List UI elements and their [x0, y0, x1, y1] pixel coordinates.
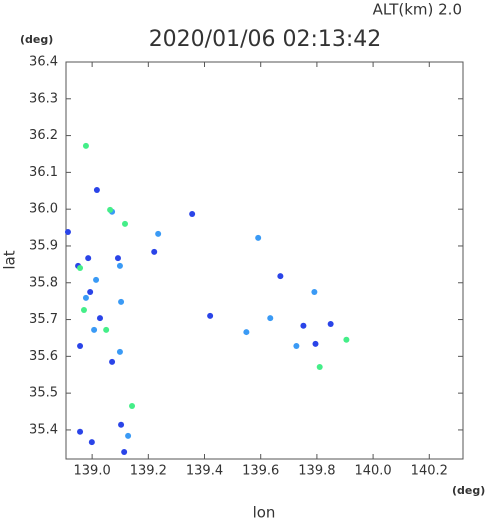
chart-title: 2020/01/06 02:13:42: [149, 27, 382, 52]
y-tick-label: 36.2: [29, 128, 58, 143]
y-tick-label: 35.4: [29, 422, 58, 437]
point: [277, 273, 284, 280]
point: [82, 142, 89, 149]
point: [77, 428, 84, 435]
plot-frame: [65, 61, 464, 460]
point: [88, 439, 95, 446]
x-tick-label: 139.2: [130, 464, 167, 479]
point: [125, 432, 132, 439]
point: [207, 312, 214, 319]
point: [189, 210, 196, 217]
point: [116, 262, 123, 269]
x-tick-label: 139.0: [74, 464, 111, 479]
x-tick-label: 139.6: [242, 464, 279, 479]
y-tick-label: 35.6: [29, 349, 58, 364]
point: [103, 326, 110, 333]
y-tick-label: 36.4: [29, 55, 58, 70]
point: [300, 322, 307, 329]
y-label: lat: [1, 250, 19, 269]
point: [77, 343, 84, 350]
point: [311, 288, 318, 295]
point: [96, 315, 103, 322]
point: [80, 306, 87, 313]
point: [155, 230, 162, 237]
point: [87, 288, 94, 295]
y-tick-label: 36.0: [29, 202, 58, 217]
point: [109, 358, 116, 365]
point: [151, 248, 158, 255]
y-unit: (deg): [20, 33, 53, 46]
point: [243, 329, 250, 336]
point: [118, 298, 125, 305]
point: [77, 265, 84, 272]
point: [343, 336, 350, 343]
y-tick-label: 35.7: [29, 312, 58, 327]
x-tick-label: 140.2: [411, 464, 448, 479]
point: [64, 228, 71, 235]
x-tick-label: 140.0: [354, 464, 391, 479]
point: [316, 364, 323, 371]
y-tick-label: 36.3: [29, 91, 58, 106]
annotation: ALT(km) 2.0: [373, 1, 462, 19]
y-tick-label: 35.5: [29, 386, 58, 401]
point: [327, 320, 334, 327]
point: [118, 421, 125, 428]
point: [114, 255, 121, 262]
x-tick-label: 139.4: [186, 464, 223, 479]
point: [93, 187, 100, 194]
point: [121, 449, 128, 456]
point: [116, 348, 123, 355]
y-tick-label: 36.1: [29, 165, 58, 180]
point: [107, 206, 114, 213]
point: [82, 294, 89, 301]
point: [122, 220, 129, 227]
y-tick-label: 35.8: [29, 275, 58, 290]
point: [93, 276, 100, 283]
point: [85, 255, 92, 262]
point: [293, 343, 300, 350]
y-tick-label: 35.9: [29, 238, 58, 253]
x-unit: (deg): [452, 484, 485, 497]
point: [255, 234, 262, 241]
point: [312, 340, 319, 347]
point: [91, 326, 98, 333]
point: [129, 403, 136, 410]
x-label: lon: [253, 504, 276, 521]
point: [267, 315, 274, 322]
x-tick-label: 139.8: [298, 464, 335, 479]
